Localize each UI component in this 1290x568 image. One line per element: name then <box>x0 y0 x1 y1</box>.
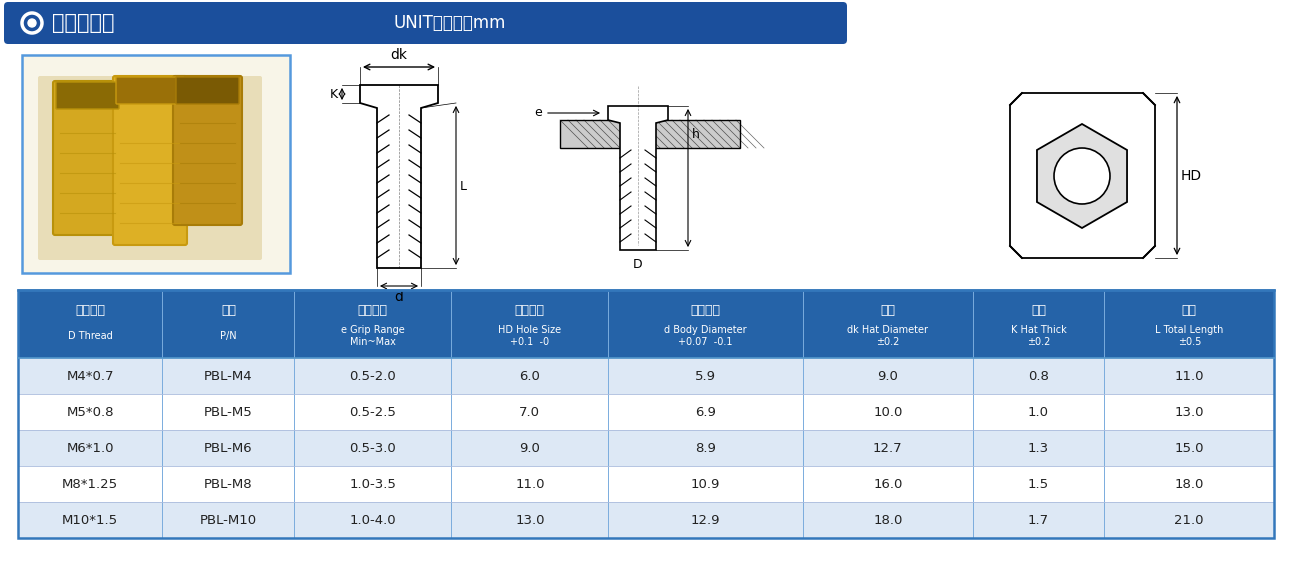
Text: K Hat Thick
±0.2: K Hat Thick ±0.2 <box>1010 325 1067 347</box>
FancyBboxPatch shape <box>116 77 184 104</box>
Text: 11.0: 11.0 <box>1174 370 1204 382</box>
Text: 6.0: 6.0 <box>520 370 541 382</box>
Text: L: L <box>461 179 467 193</box>
FancyBboxPatch shape <box>55 82 119 109</box>
Circle shape <box>1054 148 1109 204</box>
Text: 12.7: 12.7 <box>873 441 903 454</box>
Text: PBL-M5: PBL-M5 <box>204 406 253 419</box>
Text: M6*1.0: M6*1.0 <box>67 441 114 454</box>
Bar <box>18 430 1275 466</box>
Text: 21.0: 21.0 <box>1174 513 1204 527</box>
Text: HD: HD <box>1182 169 1202 183</box>
Text: 11.0: 11.0 <box>515 478 544 491</box>
Text: 螺纹规格: 螺纹规格 <box>75 303 106 316</box>
Text: 15.0: 15.0 <box>1174 441 1204 454</box>
Bar <box>22 55 290 273</box>
Text: M8*1.25: M8*1.25 <box>62 478 119 491</box>
Text: e Grip Range
Min~Max: e Grip Range Min~Max <box>341 325 405 347</box>
FancyBboxPatch shape <box>114 76 187 245</box>
Text: 编号: 编号 <box>221 303 236 316</box>
Text: h: h <box>691 127 700 140</box>
Text: e: e <box>534 107 542 119</box>
Text: 5.9: 5.9 <box>695 370 716 382</box>
Text: 开孔直径: 开孔直径 <box>515 303 544 316</box>
Text: 6.9: 6.9 <box>695 406 716 419</box>
Text: M5*0.8: M5*0.8 <box>67 406 114 419</box>
FancyBboxPatch shape <box>53 81 123 235</box>
Text: 13.0: 13.0 <box>1174 406 1204 419</box>
Text: 18.0: 18.0 <box>1174 478 1204 491</box>
Text: 平头半六角: 平头半六角 <box>52 13 115 33</box>
Polygon shape <box>360 85 439 268</box>
Text: d Body Diameter
+0.07  -0.1: d Body Diameter +0.07 -0.1 <box>664 325 747 347</box>
Text: D: D <box>633 258 642 271</box>
Text: 9.0: 9.0 <box>520 441 541 454</box>
Text: 9.0: 9.0 <box>877 370 898 382</box>
Bar <box>18 394 1275 430</box>
Text: 0.5-2.5: 0.5-2.5 <box>350 406 396 419</box>
Text: d: d <box>395 290 404 304</box>
Text: PBL-M6: PBL-M6 <box>204 441 253 454</box>
Text: 16.0: 16.0 <box>873 478 903 491</box>
Text: 螺母直径: 螺母直径 <box>690 303 721 316</box>
Bar <box>18 502 1275 538</box>
Bar <box>18 290 1275 538</box>
Text: PBL-M10: PBL-M10 <box>200 513 257 527</box>
Text: 1.7: 1.7 <box>1028 513 1049 527</box>
Circle shape <box>28 19 36 27</box>
Text: 帽径: 帽径 <box>880 303 895 316</box>
Text: P/N: P/N <box>221 331 236 341</box>
Text: 帽厘: 帽厘 <box>1031 303 1046 316</box>
Text: 长度: 长度 <box>1182 303 1197 316</box>
Text: dk Hat Diameter
±0.2: dk Hat Diameter ±0.2 <box>848 325 929 347</box>
Text: 10.0: 10.0 <box>873 406 903 419</box>
Text: D Thread: D Thread <box>68 331 112 341</box>
Text: 1.0-3.5: 1.0-3.5 <box>350 478 396 491</box>
Text: 18.0: 18.0 <box>873 513 903 527</box>
Polygon shape <box>608 106 668 250</box>
Text: 0.8: 0.8 <box>1028 370 1049 382</box>
Bar <box>18 466 1275 502</box>
Text: 13.0: 13.0 <box>515 513 544 527</box>
Bar <box>560 120 740 148</box>
FancyBboxPatch shape <box>37 76 262 260</box>
Text: 8.9: 8.9 <box>695 441 716 454</box>
Text: 10.9: 10.9 <box>691 478 720 491</box>
Text: HD Hole Size
+0.1  -0: HD Hole Size +0.1 -0 <box>498 325 561 347</box>
Bar <box>18 290 1275 358</box>
Text: M4*0.7: M4*0.7 <box>67 370 114 382</box>
Polygon shape <box>1010 93 1155 258</box>
Text: L Total Length
±0.5: L Total Length ±0.5 <box>1155 325 1223 347</box>
Text: 1.3: 1.3 <box>1028 441 1049 454</box>
Text: M10*1.5: M10*1.5 <box>62 513 119 527</box>
Bar <box>18 358 1275 394</box>
Text: 1.5: 1.5 <box>1028 478 1049 491</box>
Text: UNIT（单位）mm: UNIT（单位）mm <box>393 14 506 32</box>
Text: dk: dk <box>391 48 408 62</box>
Text: 1.0: 1.0 <box>1028 406 1049 419</box>
Polygon shape <box>1037 124 1127 228</box>
Text: 0.5-2.0: 0.5-2.0 <box>350 370 396 382</box>
FancyBboxPatch shape <box>173 76 243 225</box>
Text: PBL-M8: PBL-M8 <box>204 478 253 491</box>
Text: 7.0: 7.0 <box>520 406 541 419</box>
Text: PBL-M4: PBL-M4 <box>204 370 253 382</box>
Text: 0.5-3.0: 0.5-3.0 <box>350 441 396 454</box>
FancyBboxPatch shape <box>4 2 848 44</box>
Text: K: K <box>330 87 338 101</box>
Text: 铆接厅度: 铆接厅度 <box>357 303 388 316</box>
FancyBboxPatch shape <box>175 77 239 104</box>
Text: 12.9: 12.9 <box>691 513 720 527</box>
Text: 1.0-4.0: 1.0-4.0 <box>350 513 396 527</box>
